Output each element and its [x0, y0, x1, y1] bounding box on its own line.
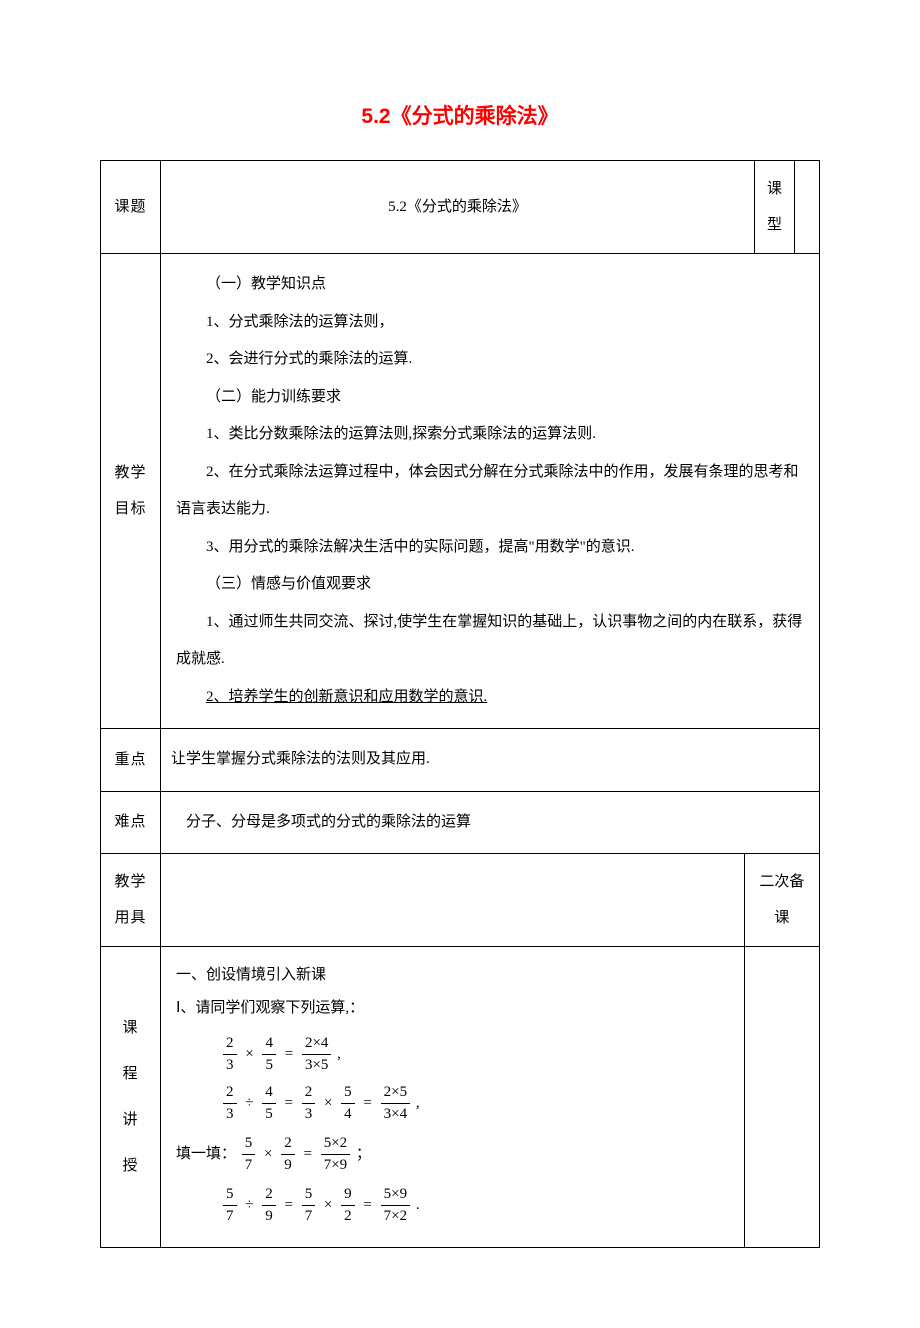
tools-label: 教学用具 — [101, 854, 161, 947]
topic-label: 课题 — [101, 161, 161, 254]
type-value — [795, 161, 820, 254]
math-fill-row: 填一填： 57 × 29 = 5×27×9 ； — [176, 1133, 729, 1176]
topic-row: 课题 5.2《分式的乘除法》 课型 — [101, 161, 820, 254]
goal-label: 教学目标 — [101, 254, 161, 729]
math-eq1: 23 × 45 = 2×43×5 , 23 ÷ 45 = 23 × 54 = 2… — [176, 1033, 729, 1125]
difficulty-content: 分子、分母是多项式的分式的乘除法的运算 — [161, 791, 820, 854]
course-content: 一、创设情境引入新课 Ⅰ、请同学们观察下列运算,： 23 × 45 = 2×43… — [161, 947, 745, 1248]
goal-s2-3: 3、用分式的乘除法解决生活中的实际问题，提高"用数学"的意识. — [176, 529, 804, 567]
goal-s2-2: 2、在分式乘除法运算过程中，体会因式分解在分式乘除法中的作用，发展有条理的思考和… — [176, 454, 804, 529]
topic-content: 5.2《分式的乘除法》 — [161, 161, 755, 254]
tools-row: 教学用具 二次备课 — [101, 854, 820, 947]
focus-content: 让学生掌握分式乘除法的法则及其应用. — [161, 729, 820, 792]
focus-row: 重点 让学生掌握分式乘除法的法则及其应用. — [101, 729, 820, 792]
goal-s2-1: 1、类比分数乘除法的运算法则,探索分式乘除法的运算法则. — [176, 416, 804, 454]
second-prep-label: 二次备课 — [744, 854, 819, 947]
course-line2: Ⅰ、请同学们观察下列运算,： — [176, 992, 729, 1025]
goal-content: （一）教学知识点 1、分式乘除法的运算法则， 2、会进行分式的乘除法的运算. （… — [161, 254, 820, 729]
goal-s3-1: 1、通过师生共同交流、探讨,使学生在掌握知识的基础上，认识事物之间的内在联系，获… — [176, 604, 804, 679]
math-eq2: 23 ÷ 45 = 23 × 54 = 2×53×4 , — [221, 1082, 729, 1125]
difficulty-label: 难点 — [101, 791, 161, 854]
goal-s1-2: 2、会进行分式的乘除法的运算. — [176, 341, 804, 379]
page-title: 5.2《分式的乘除法》 — [100, 100, 820, 130]
goal-row: 教学目标 （一）教学知识点 1、分式乘除法的运算法则， 2、会进行分式的乘除法的… — [101, 254, 820, 729]
goal-s3-2: 2、培养学生的创新意识和应用数学的意识. — [176, 679, 804, 717]
tools-content — [161, 854, 745, 947]
lesson-plan-table: 课题 5.2《分式的乘除法》 课型 教学目标 （一）教学知识点 1、分式乘除法的… — [100, 160, 820, 1248]
math-eq4: 57 ÷ 29 = 57 × 92 = 5×97×2 . — [176, 1184, 729, 1227]
course-row: 课 程 讲 授 一、创设情境引入新课 Ⅰ、请同学们观察下列运算,： 23 × 4… — [101, 947, 820, 1248]
goal-s1-1: 1、分式乘除法的运算法则， — [176, 304, 804, 342]
focus-label: 重点 — [101, 729, 161, 792]
course-line1: 一、创设情境引入新课 — [176, 959, 729, 992]
type-label: 课型 — [755, 161, 795, 254]
fill-label: 填一填： — [176, 1146, 236, 1162]
course-label: 课 程 讲 授 — [101, 947, 161, 1248]
difficulty-row: 难点 分子、分母是多项式的分式的乘除法的运算 — [101, 791, 820, 854]
goal-s3-header: （三）情感与价值观要求 — [176, 566, 804, 604]
second-prep-content — [744, 947, 819, 1248]
goal-s2-header: （二）能力训练要求 — [176, 379, 804, 417]
goal-s1-header: （一）教学知识点 — [176, 266, 804, 304]
